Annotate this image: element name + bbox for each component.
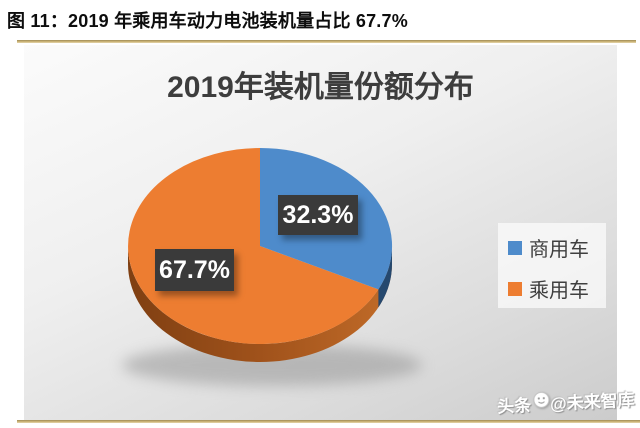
pie-rim-commercial: [378, 246, 393, 308]
watermark-prefix: 头条: [496, 395, 532, 417]
legend: 商用车 乘用车: [498, 223, 606, 308]
pie-slice-passenger: [128, 148, 379, 344]
pie-shadow: [122, 344, 422, 386]
legend-label-passenger: 乘用车: [529, 280, 589, 302]
legend-swatch-passenger-icon: [508, 281, 522, 296]
chart-title: 2019年装机量份额分布: [167, 71, 474, 104]
legend-label-commercial: 商用车: [529, 239, 589, 261]
watermark: 头条 @未来智库: [496, 385, 637, 417]
chart-panel: 2019年装机量份额分布 32.3% 67.7% 商用车 乘用车: [24, 45, 617, 420]
toutiao-face-icon: [533, 391, 550, 408]
pie-rim-passenger: [128, 246, 392, 362]
figure-caption: 图 11：2019 年乘用车动力电池装机量占比 67.7%: [7, 11, 408, 31]
top-divider-rule: [17, 40, 636, 43]
legend-swatch-commercial-icon: [508, 240, 522, 255]
watermark-suffix: @未来智库: [549, 390, 636, 414]
legend-item-commercial: 商用车: [508, 233, 589, 262]
bottom-divider-rule: [17, 420, 640, 423]
data-label-passenger: 67.7%: [155, 249, 234, 291]
legend-item-passenger: 乘用车: [508, 274, 589, 303]
data-label-commercial: 32.3%: [278, 195, 358, 235]
